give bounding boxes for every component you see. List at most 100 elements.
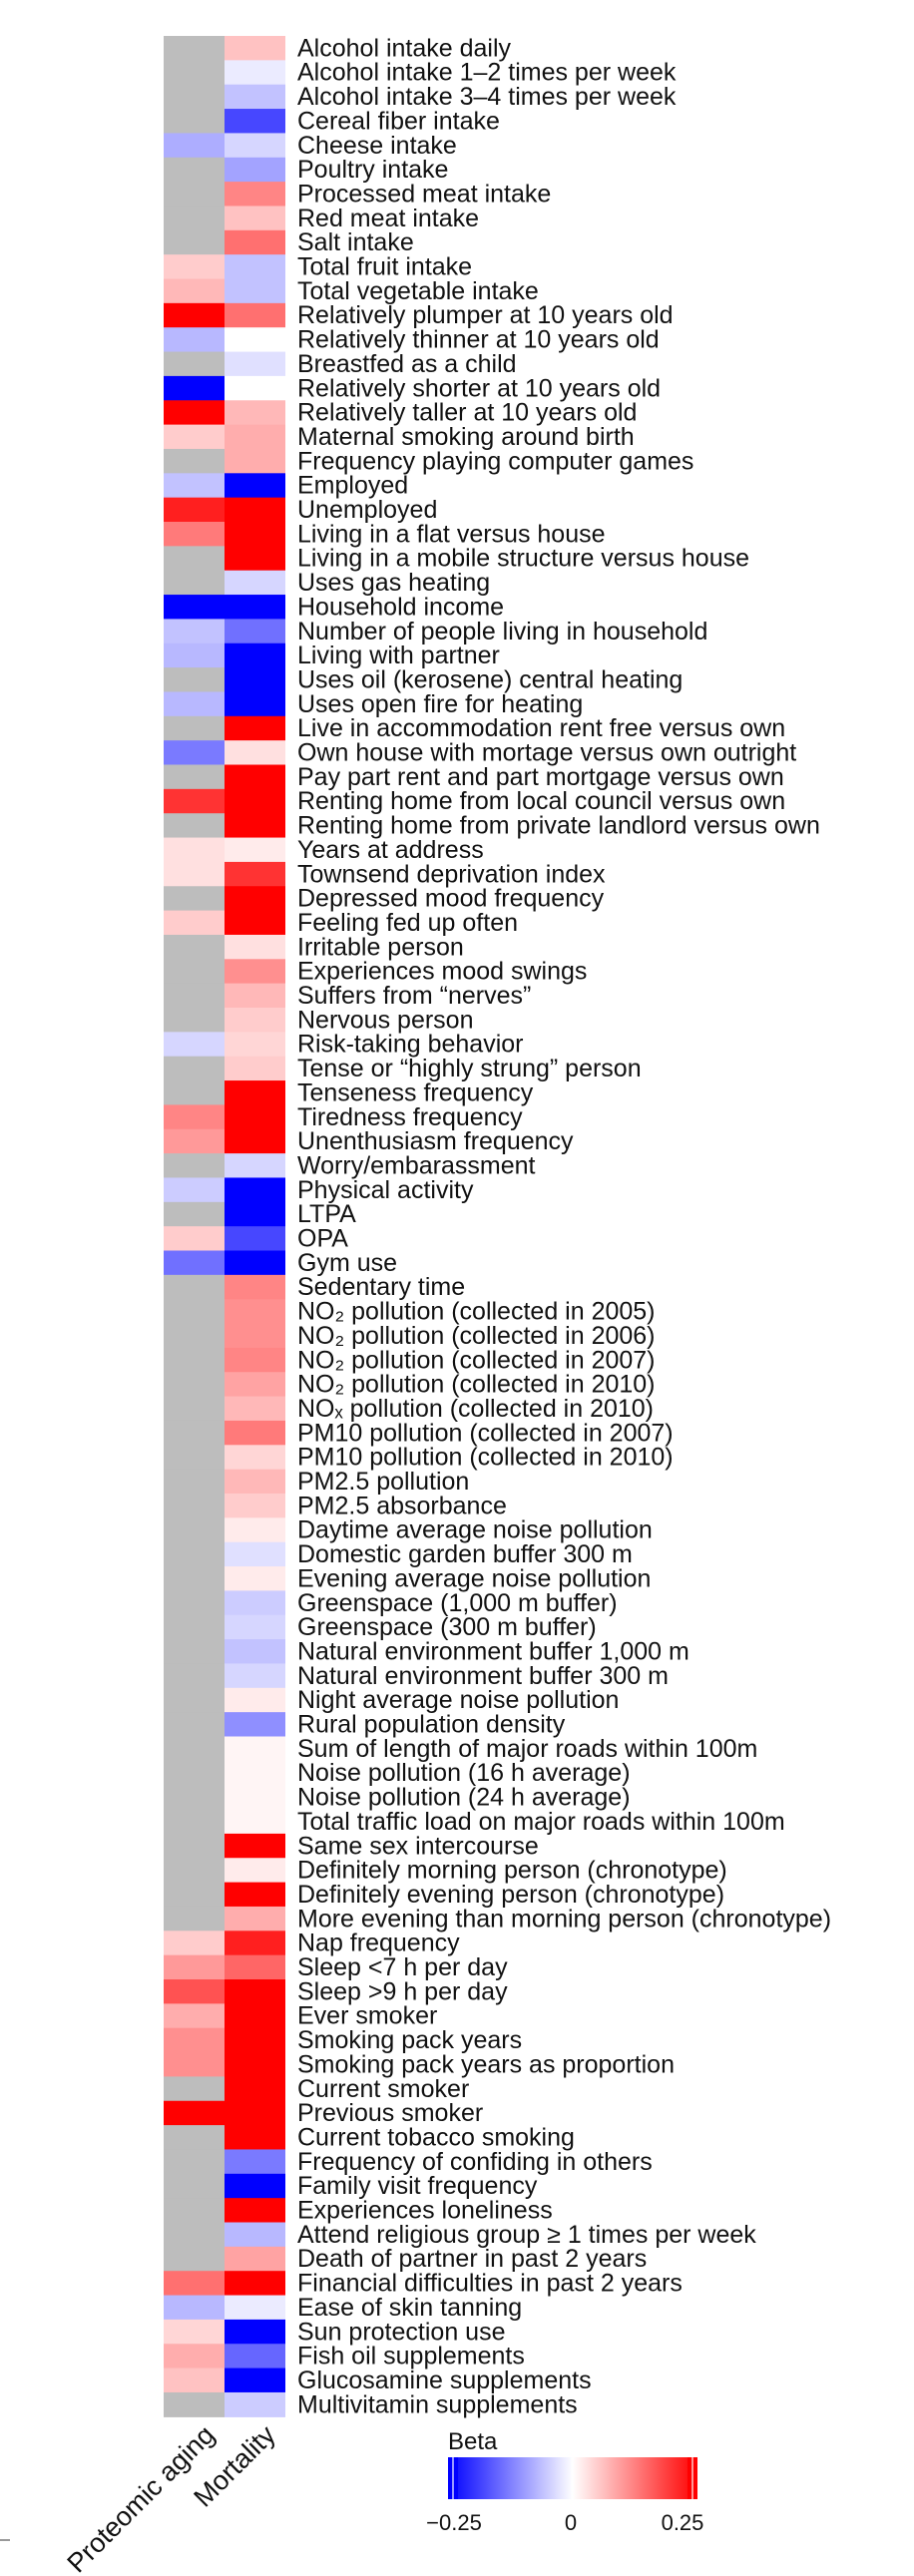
heatmap-cell <box>225 934 285 960</box>
row-label: Worry/embarassment <box>297 1151 536 1179</box>
heatmap-cell <box>164 1153 225 1179</box>
heatmap-cell <box>164 1736 225 1762</box>
row-label: Noise pollution (24 h average) <box>297 1784 631 1812</box>
heatmap-cell <box>225 182 285 208</box>
colorbar-tick-zero: 0 <box>565 2510 577 2535</box>
row-label: Cheese intake <box>297 132 457 160</box>
row-label: Smoking pack years as proportion <box>297 2050 675 2078</box>
heatmap-cell <box>164 715 225 741</box>
row-label: Financial difficulties in past 2 years <box>297 2270 683 2298</box>
heatmap-cell <box>164 959 225 985</box>
heatmap-cell <box>164 1954 225 1980</box>
heatmap-cell <box>164 351 225 377</box>
heatmap-cell <box>164 1833 225 1859</box>
row-label: More evening than morning person (chrono… <box>297 1905 831 1932</box>
heatmap-cell <box>164 278 225 304</box>
row-label: Renting home from private landlord versu… <box>297 812 820 840</box>
heatmap-cell <box>164 2125 225 2151</box>
row-label: Total vegetable intake <box>297 277 539 305</box>
heatmap-cell <box>164 1299 225 1325</box>
heatmap-cell <box>164 1494 225 1518</box>
heatmap-cell <box>164 2391 225 2417</box>
heatmap-cell <box>164 1008 225 1033</box>
row-label: Number of people living in household <box>297 618 707 645</box>
heatmap-cell <box>225 1420 285 1446</box>
heatmap-cell <box>164 764 225 790</box>
heatmap-cell <box>225 886 285 912</box>
heatmap-cell <box>164 36 225 61</box>
row-label: Poultry intake <box>297 156 448 184</box>
heatmap-cell <box>164 983 225 1009</box>
row-label: Relatively thinner at 10 years old <box>297 326 660 354</box>
row-label: Depressed mood frequency <box>297 885 605 913</box>
heatmap-cell <box>225 2271 285 2297</box>
row-label: Family visit frequency <box>297 2172 538 2200</box>
heatmap-cell <box>225 1323 285 1349</box>
heatmap-cell <box>225 1979 285 2004</box>
row-label: Tiredness frequency <box>297 1103 523 1131</box>
row-label: Sedentary time <box>297 1273 465 1301</box>
row-label: Night average noise pollution <box>297 1686 619 1714</box>
row-label: Townsend deprivation index <box>297 860 606 888</box>
heatmap-cell <box>164 1882 225 1908</box>
heatmap-cell <box>164 861 225 887</box>
heatmap-cell <box>225 619 285 644</box>
heatmap-cell <box>225 1372 285 1398</box>
heatmap-cell <box>225 206 285 231</box>
heatmap-cell <box>225 910 285 936</box>
row-label: Domestic garden buffer 300 m <box>297 1540 633 1568</box>
row-label: Pay part rent and part mortgage versus o… <box>297 763 784 791</box>
heatmap-cell <box>164 254 225 280</box>
heatmap-cell <box>164 375 225 401</box>
row-label: Physical activity <box>297 1176 474 1204</box>
heatmap-cell <box>164 2149 225 2175</box>
row-label: NO₂ pollution (collected in 2007) <box>297 1346 656 1374</box>
row-label: Evening average noise pollution <box>297 1564 651 1592</box>
heatmap-cell <box>225 1274 285 1300</box>
row-label: Feeling fed up often <box>297 909 518 937</box>
heatmap-cell <box>164 1639 225 1665</box>
row-label: Natural environment buffer 300 m <box>297 1662 669 1690</box>
heatmap-cell <box>225 2344 285 2369</box>
row-label: Definitely morning person (chronotype) <box>297 1857 727 1885</box>
row-label: Total fruit intake <box>297 253 472 281</box>
heatmap-cell <box>164 1032 225 1058</box>
heatmap-cell <box>225 1639 285 1665</box>
row-label: Gym use <box>297 1249 397 1277</box>
heatmap-cell <box>225 157 285 183</box>
row-label: Ease of skin tanning <box>297 2294 522 2322</box>
heatmap-cell <box>164 643 225 668</box>
heatmap-cell <box>225 1809 285 1835</box>
heatmap-cell <box>225 740 285 766</box>
heatmap-cell <box>164 1104 225 1130</box>
row-label: NO₂ pollution (collected in 2006) <box>297 1322 656 1350</box>
row-label: Nervous person <box>297 1006 473 1034</box>
heatmap-cell <box>225 1469 285 1495</box>
heatmap-cell <box>225 2052 285 2077</box>
heatmap-cell <box>225 84 285 110</box>
heatmap-cell <box>225 2391 285 2417</box>
heatmap-cell <box>225 1858 285 1884</box>
heatmap-cell <box>164 448 225 474</box>
heatmap-cell <box>164 182 225 208</box>
heatmap-cell <box>164 1250 225 1276</box>
row-label: Suffers from “nerves” <box>297 982 531 1010</box>
heatmap-cell <box>225 1080 285 1105</box>
heatmap-cell <box>225 1104 285 1130</box>
heatmap-cell <box>225 959 285 985</box>
heatmap-cell <box>225 1396 285 1422</box>
heatmap-cell <box>164 740 225 766</box>
row-label: Cereal fiber intake <box>297 107 500 135</box>
heatmap-cell <box>225 522 285 547</box>
heatmap-cell <box>164 1347 225 1373</box>
heatmap-cell <box>225 570 285 596</box>
heatmap-cell <box>164 497 225 523</box>
row-label: Risk-taking behavior <box>297 1031 524 1059</box>
heatmap-cell <box>164 2246 225 2272</box>
colorbar-title: Beta <box>448 2428 498 2455</box>
heatmap-cell <box>164 1201 225 1227</box>
heatmap-cell <box>164 1056 225 1081</box>
row-label: Renting home from local council versus o… <box>297 787 785 815</box>
heatmap-cell <box>225 1906 285 1932</box>
heatmap-cell <box>225 327 285 353</box>
